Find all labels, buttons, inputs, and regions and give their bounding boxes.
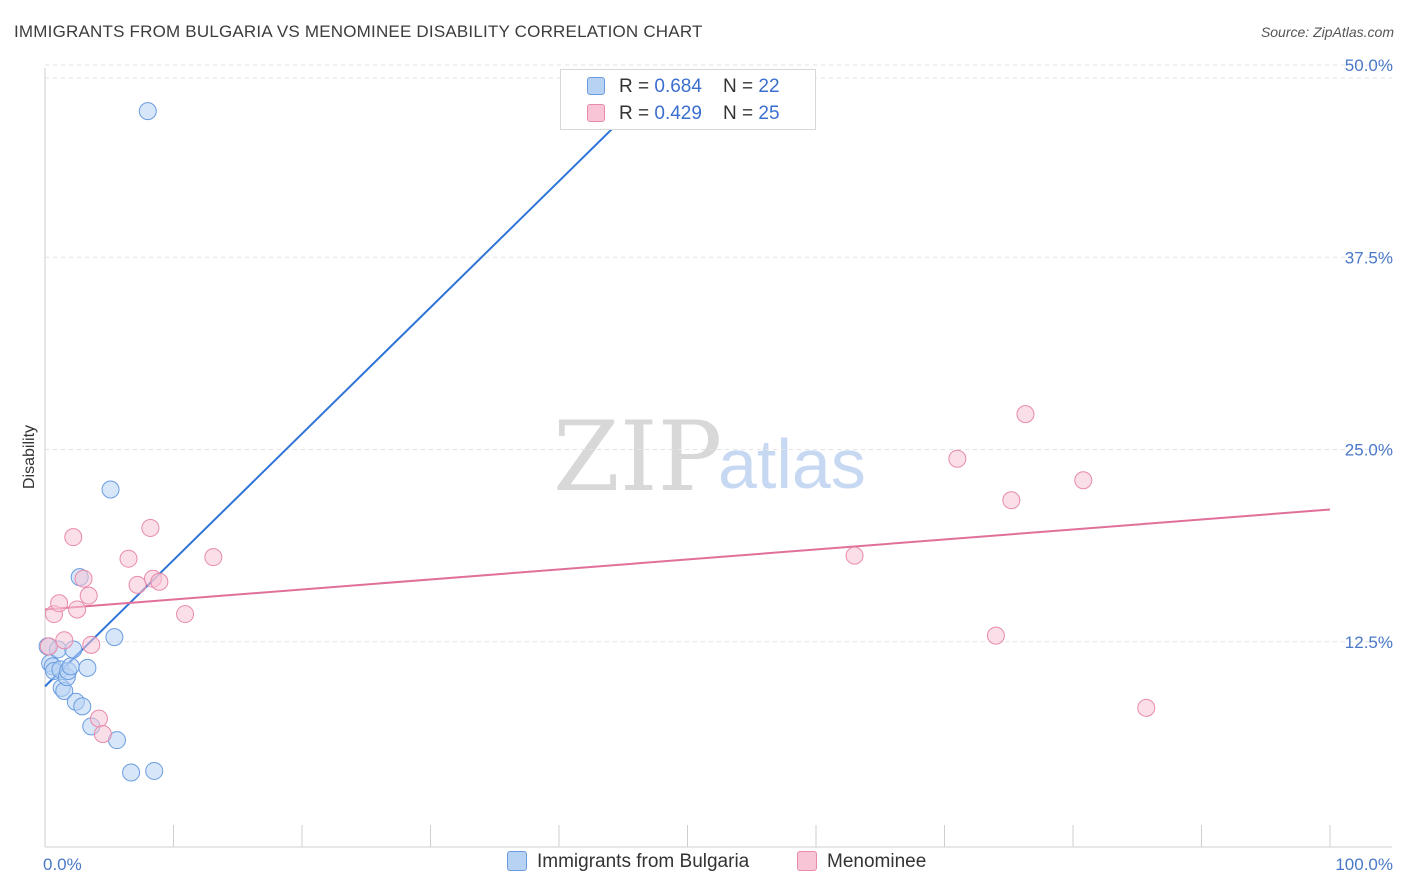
point-bulgaria [61, 657, 80, 676]
legend-n-value-bulgaria: 22 [758, 76, 780, 97]
legend-r-label: R = [619, 103, 655, 124]
bottom-legend-label-bulgaria: Immigrants from Bulgaria [537, 851, 750, 872]
point-menominee [39, 637, 58, 656]
point-menominee [176, 605, 195, 624]
point-menominee [74, 569, 93, 588]
y-tick-label: 50.0% [1345, 56, 1393, 75]
point-menominee [141, 518, 160, 537]
point-menominee [55, 631, 74, 650]
point-menominee [119, 549, 138, 568]
bottom-legend-bulgaria: Immigrants from Bulgaria [507, 851, 749, 873]
point-menominee [1137, 698, 1156, 717]
trend-line-menominee [44, 508, 1331, 611]
x-tick-label-max: 100.0% [1335, 855, 1393, 874]
bottom-legend-label-menominee: Menominee [827, 851, 927, 872]
y-tick-label: 12.5% [1345, 633, 1393, 652]
point-menominee [79, 586, 98, 605]
point-menominee [1002, 491, 1021, 510]
legend-n-value-menominee: 25 [758, 103, 780, 124]
point-menominee [89, 709, 108, 728]
point-bulgaria [122, 763, 141, 782]
point-menominee [986, 626, 1005, 645]
legend-swatch-blue [587, 77, 605, 95]
legend-r-label: R = [619, 76, 655, 97]
point-menominee [948, 449, 967, 468]
point-menominee [1016, 405, 1035, 424]
point-menominee [50, 594, 69, 613]
correlation-legend: R = 0.684 N = 22 R = 0.429 N = 25 [560, 69, 816, 130]
point-menominee [845, 546, 864, 565]
y-tick-label: 37.5% [1345, 248, 1393, 267]
bottom-legend-menominee: Menominee [797, 851, 926, 873]
point-bulgaria [105, 628, 124, 647]
y-axis-label: Disability [21, 425, 38, 489]
point-bulgaria [73, 697, 92, 716]
legend-n-label: N = [723, 103, 759, 124]
point-menominee [64, 528, 83, 547]
trend-line-bulgaria [44, 91, 650, 688]
point-bulgaria [145, 761, 164, 780]
watermark-zip: ZIP [553, 401, 722, 513]
point-menominee [150, 572, 169, 591]
point-bulgaria [101, 480, 120, 499]
point-menominee [82, 635, 101, 654]
point-menominee [1074, 471, 1093, 490]
y-tick-label: 25.0% [1345, 441, 1393, 460]
legend-r-value-bulgaria: 0.684 [654, 76, 702, 97]
bottom-legend-swatch-pink [797, 851, 817, 871]
point-bulgaria [138, 102, 157, 121]
point-menominee [128, 575, 147, 594]
x-tick-label-min: 0.0% [43, 855, 82, 874]
watermark-atlas: atlas [718, 425, 866, 503]
point-menominee [204, 548, 223, 567]
legend-swatch-pink [587, 104, 605, 122]
point-menominee [68, 600, 87, 619]
legend-n-label: N = [723, 76, 759, 97]
watermark: ZIP atlas [553, 401, 866, 513]
source-label: Source: ZipAtlas.com [1260, 24, 1394, 40]
legend-r-value-menominee: 0.429 [654, 103, 702, 124]
bottom-legend-swatch-blue [507, 851, 527, 871]
chart-title: IMMIGRANTS FROM BULGARIA VS MENOMINEE DI… [14, 22, 703, 41]
point-bulgaria [78, 658, 97, 677]
point-menominee [93, 725, 112, 744]
